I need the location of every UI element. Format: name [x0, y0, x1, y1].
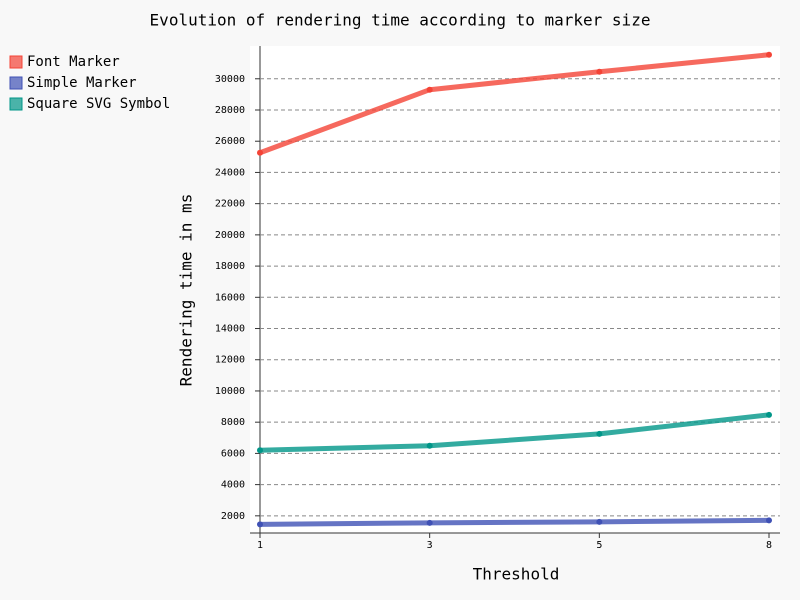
chart-title: Evolution of rendering time according to…: [150, 11, 651, 30]
data-point: [257, 149, 263, 156]
data-point: [766, 51, 772, 58]
legend-label: Simple Marker: [27, 75, 137, 91]
data-point: [257, 521, 263, 528]
legend-label: Square SVG Symbol: [27, 96, 170, 112]
legend-swatch: [9, 55, 23, 69]
series-line: [259, 412, 770, 453]
y-tick-label: 6000: [221, 448, 245, 459]
y-tick-label: 28000: [215, 105, 245, 116]
y-tick-label: 22000: [215, 199, 245, 210]
data-point: [426, 86, 433, 93]
y-tick-label: 18000: [215, 261, 245, 272]
x-tick-label: 8: [766, 540, 772, 551]
x-tick-label: 3: [427, 540, 433, 551]
legend-label: Font Marker: [27, 54, 120, 70]
series-line: [259, 52, 770, 156]
y-axis-label: Rendering time in ms: [177, 194, 196, 387]
data-point: [257, 447, 263, 454]
series-line: [259, 517, 770, 527]
y-tick-label: 30000: [215, 74, 245, 85]
data-point: [766, 517, 772, 524]
data-point: [766, 411, 772, 418]
y-tick-label: 26000: [215, 136, 245, 147]
data-point: [596, 430, 603, 437]
legend-swatch: [9, 76, 23, 90]
data-point: [426, 442, 433, 449]
x-tick-label: 1: [257, 540, 263, 551]
y-tick-label: 24000: [215, 167, 245, 178]
y-tick-label: 16000: [215, 292, 245, 303]
data-point: [596, 68, 603, 75]
y-tick-label: 8000: [221, 417, 245, 428]
y-tick-label: 2000: [221, 511, 245, 522]
x-axis-label: Threshold: [473, 565, 560, 584]
y-tick-label: 10000: [215, 386, 245, 397]
data-point: [426, 519, 433, 526]
legend-swatch: [9, 97, 23, 111]
y-tick-label: 20000: [215, 230, 245, 241]
y-tick-label: 14000: [215, 324, 245, 335]
y-tick-label: 4000: [221, 480, 245, 491]
x-tick-label: 5: [596, 540, 602, 551]
plot-area: [250, 46, 780, 533]
data-point: [596, 518, 603, 525]
y-tick-label: 12000: [215, 355, 245, 366]
